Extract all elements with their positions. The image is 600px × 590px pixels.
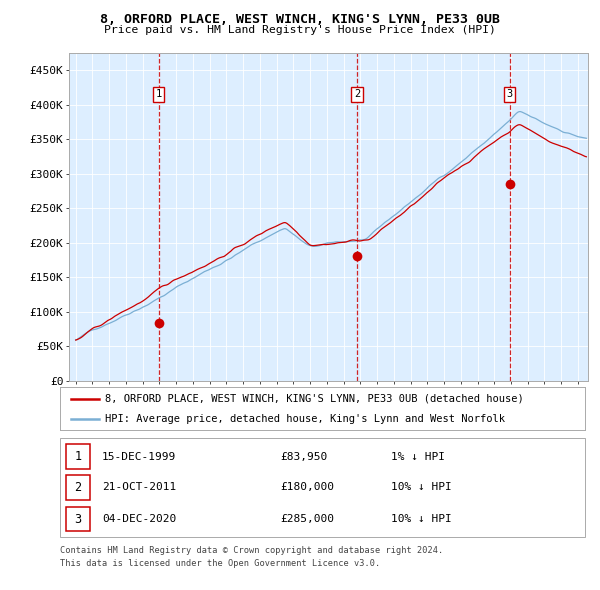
Text: 8, ORFORD PLACE, WEST WINCH, KING'S LYNN, PE33 0UB: 8, ORFORD PLACE, WEST WINCH, KING'S LYNN… <box>100 13 500 26</box>
FancyBboxPatch shape <box>66 507 90 532</box>
Text: 1% ↓ HPI: 1% ↓ HPI <box>391 451 445 461</box>
Text: 3: 3 <box>506 90 513 100</box>
FancyBboxPatch shape <box>66 444 90 469</box>
Text: 15-DEC-1999: 15-DEC-1999 <box>102 451 176 461</box>
Text: 04-DEC-2020: 04-DEC-2020 <box>102 514 176 524</box>
FancyBboxPatch shape <box>60 438 585 537</box>
Text: 3: 3 <box>74 513 82 526</box>
Text: 1: 1 <box>155 90 162 100</box>
Text: £180,000: £180,000 <box>281 483 335 492</box>
FancyBboxPatch shape <box>66 475 90 500</box>
Text: 21-OCT-2011: 21-OCT-2011 <box>102 483 176 492</box>
Text: This data is licensed under the Open Government Licence v3.0.: This data is licensed under the Open Gov… <box>60 559 380 568</box>
Text: 2: 2 <box>74 481 82 494</box>
Text: 10% ↓ HPI: 10% ↓ HPI <box>391 514 452 524</box>
Text: 8, ORFORD PLACE, WEST WINCH, KING'S LYNN, PE33 0UB (detached house): 8, ORFORD PLACE, WEST WINCH, KING'S LYNN… <box>104 394 523 404</box>
Text: Contains HM Land Registry data © Crown copyright and database right 2024.: Contains HM Land Registry data © Crown c… <box>60 546 443 555</box>
Text: Price paid vs. HM Land Registry's House Price Index (HPI): Price paid vs. HM Land Registry's House … <box>104 25 496 35</box>
Text: HPI: Average price, detached house, King's Lynn and West Norfolk: HPI: Average price, detached house, King… <box>104 414 505 424</box>
Text: £83,950: £83,950 <box>281 451 328 461</box>
Text: 2: 2 <box>354 90 360 100</box>
Text: 1: 1 <box>74 450 82 463</box>
Text: £285,000: £285,000 <box>281 514 335 524</box>
Text: 10% ↓ HPI: 10% ↓ HPI <box>391 483 452 492</box>
